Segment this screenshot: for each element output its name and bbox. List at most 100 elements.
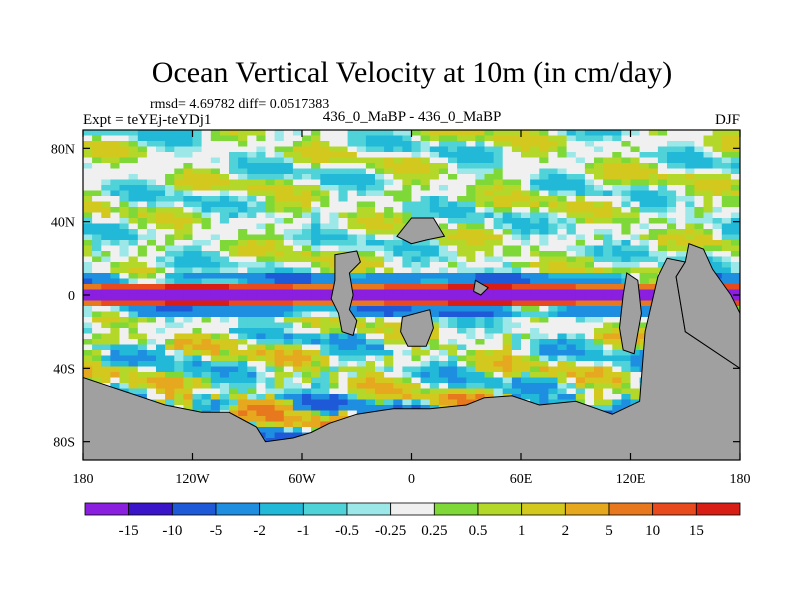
field-cell [484, 388, 494, 395]
field-cell [466, 273, 476, 279]
field-cell [457, 207, 467, 213]
field-cell [183, 295, 193, 301]
field-cell [530, 399, 540, 406]
field-cell [110, 251, 120, 257]
field-cell [192, 344, 202, 351]
field-cell [256, 185, 266, 191]
field-cell [484, 223, 494, 230]
field-cell [676, 212, 686, 219]
field-cell [338, 388, 348, 395]
field-cell [648, 278, 659, 285]
field-cell [365, 218, 376, 224]
field-cell [657, 229, 668, 235]
field-cell [238, 251, 248, 257]
field-cell [375, 146, 385, 153]
field-cell [557, 306, 567, 312]
field-cell [521, 262, 531, 268]
field-cell [119, 174, 129, 180]
field-cell [594, 273, 604, 279]
field-cell [448, 388, 458, 395]
field-cell [192, 240, 202, 246]
field-cell [356, 284, 367, 290]
field-cell [247, 410, 257, 417]
field-cell [256, 157, 266, 164]
field-cell [329, 174, 339, 180]
field-cell [420, 262, 431, 268]
field-cell [703, 168, 713, 175]
field-cell [338, 223, 348, 230]
field-cell [247, 207, 257, 213]
field-cell [238, 416, 248, 422]
field-cell [247, 135, 257, 142]
field-cell [575, 322, 586, 329]
field-cell [92, 201, 102, 208]
field-cell [521, 311, 531, 318]
field-cell [484, 278, 494, 285]
field-cell [603, 218, 613, 224]
field-cell [174, 256, 184, 263]
field-cell [502, 267, 513, 274]
field-cell [183, 350, 193, 356]
field-cell [110, 146, 120, 153]
field-cell [210, 317, 221, 323]
field-cell [347, 399, 358, 406]
field-cell [283, 234, 294, 241]
field-cell [438, 322, 449, 329]
field-cell [92, 185, 102, 191]
field-cell [466, 174, 476, 180]
field-cell [347, 190, 358, 197]
field-cell [721, 218, 732, 224]
field-cell [457, 190, 467, 197]
field-cell [402, 251, 412, 257]
colorbar-label: 0.5 [469, 523, 488, 539]
field-cell [92, 355, 102, 362]
field-cell [375, 344, 385, 351]
field-cell [411, 212, 421, 219]
field-cell [603, 383, 613, 389]
field-cell [201, 251, 212, 257]
field-cell [375, 141, 385, 147]
field-cell [429, 284, 440, 290]
field-cell [548, 295, 558, 301]
field-cell [274, 317, 285, 323]
field-cell [502, 289, 513, 296]
field-cell [575, 163, 586, 169]
field-cell [448, 306, 458, 312]
field-cell [183, 212, 193, 219]
field-cell [557, 152, 567, 158]
field-cell [402, 212, 412, 219]
field-cell [183, 306, 193, 312]
field-cell [119, 179, 129, 186]
field-cell [119, 278, 129, 285]
field-cell [238, 234, 248, 241]
field-cell [302, 322, 312, 329]
field-cell [238, 273, 248, 279]
field-cell [274, 190, 285, 197]
field-cell [612, 245, 622, 252]
field-cell [566, 328, 577, 334]
field-cell [101, 284, 111, 290]
field-cell [521, 344, 531, 351]
field-cell [594, 366, 604, 373]
field-cell [238, 366, 248, 373]
field-cell [83, 284, 93, 290]
field-cell [311, 185, 321, 191]
field-cell [484, 355, 494, 362]
field-cell [603, 245, 613, 252]
field-cell [493, 300, 504, 307]
field-cell [238, 174, 248, 180]
field-cell [676, 146, 686, 153]
field-cell [329, 416, 339, 422]
field-cell [201, 185, 212, 191]
field-cell [575, 339, 586, 345]
field-cell [639, 207, 650, 213]
field-cell [448, 240, 458, 246]
y-tick-label: 0 [68, 289, 75, 304]
field-cell [639, 300, 650, 307]
field-cell [594, 163, 604, 169]
field-cell [128, 168, 139, 175]
field-cell [676, 130, 686, 136]
field-cell [566, 234, 577, 241]
field-cell [393, 234, 403, 241]
field-cell [548, 130, 558, 136]
